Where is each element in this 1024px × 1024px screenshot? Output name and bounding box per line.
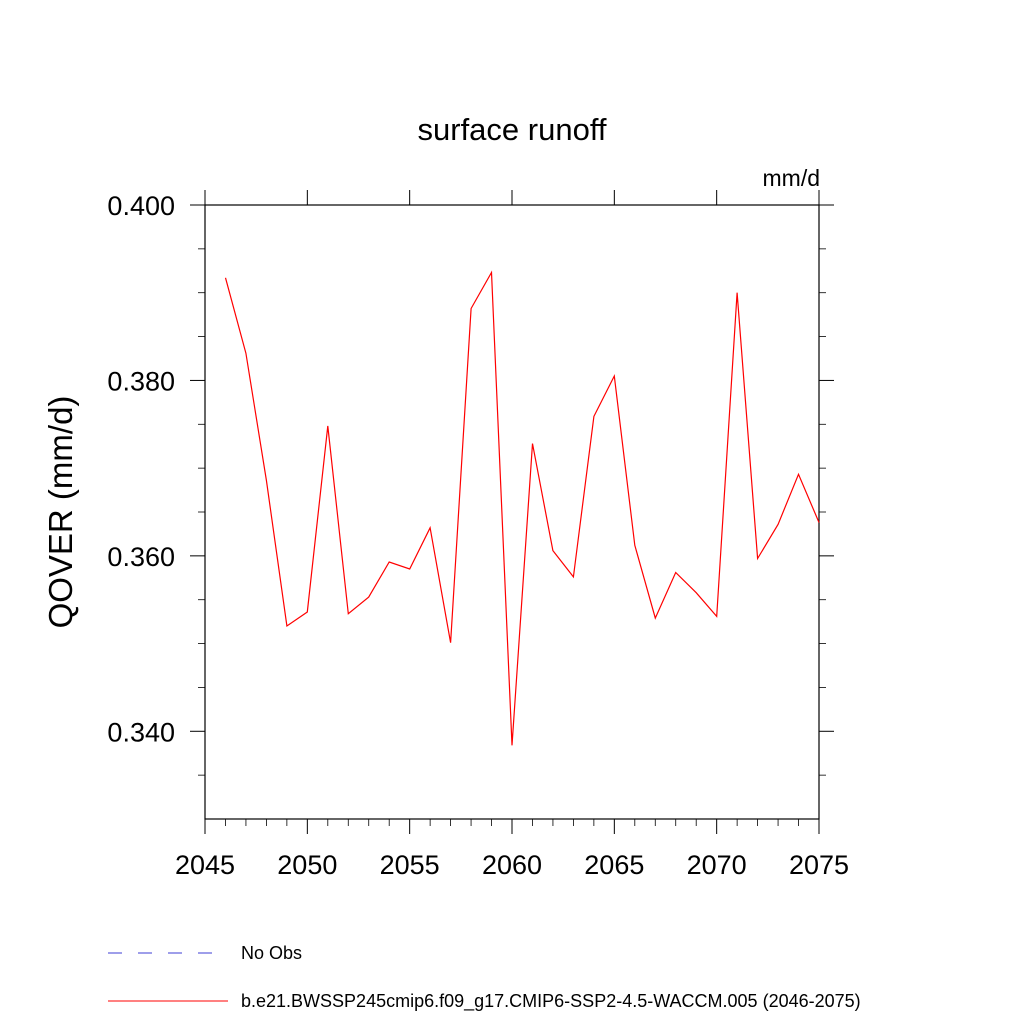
series-line (224, 270, 820, 746)
chart-title: surface runoff (418, 112, 607, 147)
y-tick-label: 0.380 (107, 366, 175, 396)
units-label: mm/d (763, 165, 821, 191)
plot-frame (204, 204, 820, 820)
series-layer (224, 270, 820, 746)
x-tick-label: 2060 (482, 850, 542, 880)
x-axis: 2045 2050 2055 2060 2065 2070 2075 (175, 190, 849, 880)
x-tick-label: 2070 (687, 850, 747, 880)
y-axis-label: QOVER (mm/d) (42, 396, 79, 629)
plot-area: 2045 2050 2055 2060 2065 2070 2075 0.3400.3600… (107, 190, 849, 880)
y-tick-label: 0.360 (107, 542, 175, 572)
legend-label-model-run: b.e21.BWSSP245cmip6.f09_g17.CMIP6-SSP2-4… (241, 991, 861, 1012)
legend: No Obs b.e21.BWSSP245cmip6.f09_g17.CMIP6… (108, 943, 861, 1012)
x-tick-label: 2065 (584, 850, 644, 880)
y-tick-label: 0.340 (107, 717, 175, 747)
x-tick-label: 2045 (175, 850, 235, 880)
x-tick-label: 2055 (380, 850, 440, 880)
y-axis: 0.340 0.360 0.380 0.400 (107, 191, 834, 776)
x-tick-label: 2075 (789, 850, 849, 880)
x-tick-label: 2050 (277, 850, 337, 880)
y-tick-label: 0.400 (107, 191, 175, 221)
legend-label-no-obs: No Obs (241, 943, 302, 963)
